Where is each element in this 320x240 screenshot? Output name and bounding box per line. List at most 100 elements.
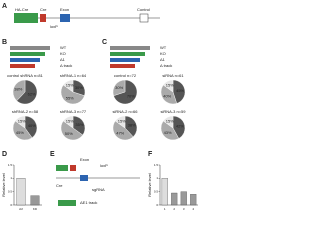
pie-slice [124,115,138,138]
bar [161,178,168,206]
pie-slice [115,115,126,129]
legend-label: KO [160,51,166,56]
pie-title: shRNA-3 n=77 [60,109,87,114]
bar [190,194,197,206]
pie-slice [172,79,186,104]
slice-label: 15% [66,83,74,88]
slice-label: 15% [166,119,174,124]
legend-label: WT [60,45,67,50]
y-axis-label: Relative level [147,173,152,197]
slice-label: 62% [28,92,36,97]
label: Exon [60,7,69,12]
legend-label: Δ1 [160,57,166,62]
pie-slice [113,79,138,105]
slice-label: 15% [118,119,126,124]
pie-slice [60,84,85,105]
x-tick-label: 4 [192,207,194,211]
construct [110,52,145,56]
pie-slice [72,115,86,136]
y-tick-label: 1 [10,176,12,180]
bar [180,191,187,206]
y-tick-label: 0.5 [154,189,159,193]
label: loxP [100,163,108,168]
construct [110,46,150,50]
label: Cre [40,7,47,12]
slice-label: 47% [116,130,124,135]
pie-slice [63,79,74,93]
slice-label: 43% [164,130,172,135]
pie-slice [112,120,134,141]
pie-slice [16,79,38,105]
slice-label: 70% [127,93,135,98]
x-tick-label: ctrl [19,207,23,211]
x-tick-label: 1 [164,207,166,211]
label: sgRNA [92,187,105,192]
pie-slice [24,115,38,138]
slice-label: 50% [65,131,73,136]
panel-e: E Exon loxP Cre sgRNA ΔE1 track [50,151,140,206]
slice-label: 45% [16,130,24,135]
pie-slice [112,79,126,96]
legend-label: Δ track [60,63,72,68]
construct [10,46,50,50]
x-tick-label: 3 [183,207,185,211]
construct [10,58,40,62]
slice-label: 15% [66,119,74,124]
pie-slice [163,115,174,129]
slice-label: 30% [115,85,123,90]
panel-letter: F [148,151,153,158]
pie-title: control n=72 [114,73,137,78]
y-tick-label: 0.5 [8,189,13,193]
legend-label: Δ track [160,63,172,68]
slice-label: 55% [66,95,74,100]
label: HA-Cre [15,7,29,12]
pie-title: shRNA-1 n=64 [60,73,87,78]
label: loxP [50,24,58,29]
panel-letter: B [2,39,7,46]
pie-slice [163,79,174,93]
construct [110,58,140,62]
label: Exon [80,157,89,162]
figure: A HA-Cre Cre loxP Exon Control E Exon lo… [1,3,198,211]
x-tick-label: KD [33,207,38,211]
pie-slice [12,120,33,141]
bar [30,195,40,206]
label: ΔE1 track [80,200,97,205]
x-tick-label: 2 [173,207,175,211]
legend-label: WT [160,45,167,50]
y-tick-label: 1.5 [8,163,13,167]
panel-letter: A [2,3,7,10]
construct [10,52,45,56]
slice-label: 40% [28,123,36,128]
pie-slice [160,84,177,105]
construct [10,64,35,68]
pie-slice [172,115,186,139]
slice-label: 15% [166,83,174,88]
slice-label: 30% [75,85,83,90]
panel-letter: D [2,151,7,158]
construct [110,64,135,68]
pie-title: siRNA n=61 [162,73,184,78]
pie-slice [12,79,26,102]
pie-title: siRNA-3 n=59 [160,109,186,114]
slice-label: 35% [75,122,83,127]
pie-title: shRNA-2 n=58 [12,109,39,114]
y-tick-label: 0 [10,203,12,207]
y-tick-label: 1.5 [154,163,159,167]
panel-a: A HA-Cre Cre loxP Exon Control [2,3,160,29]
label: Cre [56,183,63,188]
slice-label: 42% [176,123,184,128]
pie-slice [60,120,83,141]
pie-slice [15,115,26,129]
legend-label: KO [60,51,66,56]
slice-label: 38% [128,122,136,127]
panel-letter: E [50,151,55,158]
slice-label: 38% [14,86,22,91]
label: Control [137,7,150,12]
panel-letter: C [102,39,107,46]
pie-slice [160,120,180,141]
legend-label: Δ1 [60,57,66,62]
y-axis-label: Relative level [1,173,6,197]
pie-slice [63,115,74,129]
slice-label: 40% [163,93,171,98]
